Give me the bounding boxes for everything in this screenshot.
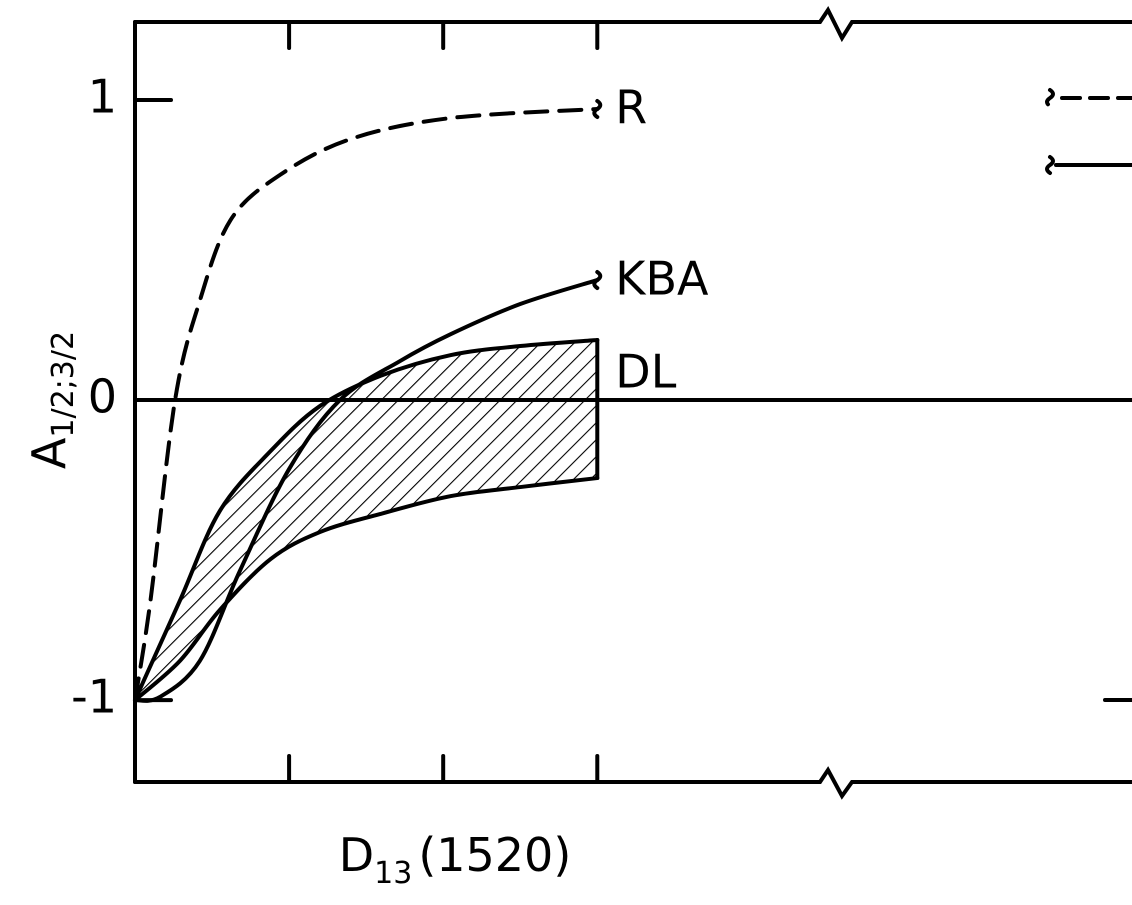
y-label-main: A: [22, 437, 76, 469]
line-end-mark: [592, 99, 603, 120]
series-line: [133, 107, 600, 703]
y-tick-label: 1: [88, 70, 117, 124]
x-label-rest: (1520): [418, 828, 571, 882]
band-lower: [133, 476, 600, 703]
x-axis-label: D13 (1520): [339, 828, 572, 891]
right-panel-dashed: [1045, 88, 1132, 108]
x-label-sub: 13: [374, 856, 412, 891]
series-label: R: [615, 81, 647, 135]
frame-top: [133, 6, 1132, 43]
frame-bottom: [133, 766, 1132, 800]
series-label: DL: [615, 345, 676, 399]
band-fill: [135, 340, 598, 701]
line-end-mark: [592, 270, 603, 291]
right-panel-solid: [1045, 155, 1132, 175]
series-label: KBA: [615, 252, 709, 306]
x-label-main: D: [339, 828, 374, 882]
y-tick-label: 0: [88, 370, 117, 424]
y-tick-label: -1: [71, 670, 117, 724]
y-axis-label: A1/2;3/2: [22, 331, 81, 469]
y-label-sub: 1/2;3/2: [46, 331, 81, 438]
band-upper: [133, 338, 600, 703]
